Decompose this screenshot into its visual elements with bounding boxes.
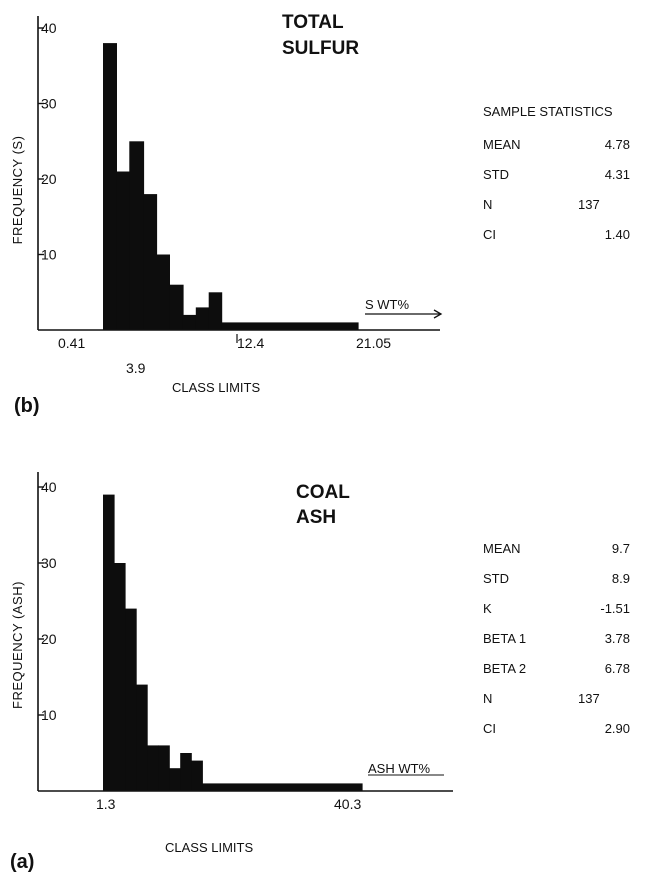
- stat-label: N: [483, 197, 492, 212]
- panel-label: (a): [10, 851, 34, 873]
- x-tick-label: 1.3: [96, 796, 116, 812]
- histogram-bar: [116, 171, 130, 330]
- histogram-bar: [182, 314, 197, 330]
- histogram-bar: [156, 254, 170, 330]
- histogram-bar: [180, 753, 192, 791]
- stat-value: 9.7: [612, 541, 630, 556]
- stat-label: K: [483, 601, 492, 616]
- stat-label: BETA 1: [483, 631, 526, 646]
- stat-label: CI: [483, 721, 496, 736]
- stat-label: CI: [483, 227, 496, 242]
- y-tick-label: 20: [41, 631, 57, 647]
- x-axis-label: CLASS LIMITS: [165, 840, 253, 855]
- chart-title-line: TOTAL: [282, 12, 344, 33]
- stat-value: 137: [578, 691, 600, 706]
- histogram-bar: [136, 684, 148, 791]
- y-tick-label: 30: [41, 96, 57, 112]
- stat-label: N: [483, 691, 492, 706]
- y-tick-label: 30: [41, 555, 57, 571]
- histogram-bar: [169, 768, 181, 791]
- arrow-head-icon: [433, 309, 443, 319]
- histogram-bar: [103, 494, 115, 791]
- histogram-bar: [191, 760, 203, 791]
- y-tick-label: 40: [41, 479, 57, 495]
- histogram-bar: [147, 745, 159, 791]
- histogram-bar: [125, 608, 137, 791]
- chart-title-line: ASH: [296, 507, 336, 528]
- histogram-bar: [114, 563, 126, 791]
- y-axis-label: FREQUENCY (ASH): [10, 581, 25, 709]
- histogram-bar: [129, 141, 145, 331]
- stat-value: 3.78: [605, 631, 630, 646]
- histogram-bar: [195, 307, 210, 330]
- x-tick-label: 21.05: [356, 335, 391, 351]
- stat-label: STD: [483, 571, 509, 586]
- histogram-sulfur: 10 20 30 40 0.41 3.9 12.4 21.05 FREQUENCY (S) TOT…: [10, 12, 630, 417]
- y-tick-label: 20: [41, 171, 57, 187]
- x-tick-label: 12.4: [237, 335, 264, 351]
- stat-value: 6.78: [605, 661, 630, 676]
- axis-variable-label: ASH WT%: [368, 761, 431, 776]
- histogram-ash: 10 20 30 40 1.3 40.3 FREQUENCY (ASH) COAL ASH ASH…: [10, 472, 630, 873]
- x-axis-label: CLASS LIMITS: [172, 380, 260, 395]
- histogram-bar: [208, 292, 223, 331]
- y-axis-label: FREQUENCY (S): [10, 136, 25, 245]
- histogram-bar: [169, 284, 184, 330]
- histogram-bar: [221, 322, 359, 330]
- histogram-bar: [143, 194, 158, 330]
- chart-title-line: SULFUR: [282, 38, 359, 59]
- stat-value: 2.90: [605, 721, 630, 736]
- stats-header: SAMPLE STATISTICS: [483, 104, 613, 119]
- stat-label: MEAN: [483, 541, 521, 556]
- y-tick-label: 40: [41, 20, 57, 36]
- stat-label: MEAN: [483, 137, 521, 152]
- histogram-bar: [158, 745, 170, 791]
- x-tick-label: 3.9: [126, 360, 146, 376]
- axis-variable-label: S WT%: [365, 297, 409, 312]
- stat-value: 4.78: [605, 137, 630, 152]
- stat-value: -1.51: [600, 601, 630, 616]
- histogram-bar: [103, 43, 117, 330]
- stat-value: 4.31: [605, 167, 630, 182]
- x-tick-label: 40.3: [334, 796, 361, 812]
- x-tick-label: 0.41: [58, 335, 85, 351]
- stat-label: STD: [483, 167, 509, 182]
- stat-value: 137: [578, 197, 600, 212]
- y-tick-label: 10: [41, 707, 57, 723]
- stat-value: 8.9: [612, 571, 630, 586]
- histogram-bar: [202, 783, 363, 791]
- panel-label: (b): [14, 395, 40, 417]
- stat-value: 1.40: [605, 227, 630, 242]
- stat-label: BETA 2: [483, 661, 526, 676]
- y-tick-label: 10: [41, 247, 57, 263]
- chart-title-line: COAL: [296, 482, 350, 503]
